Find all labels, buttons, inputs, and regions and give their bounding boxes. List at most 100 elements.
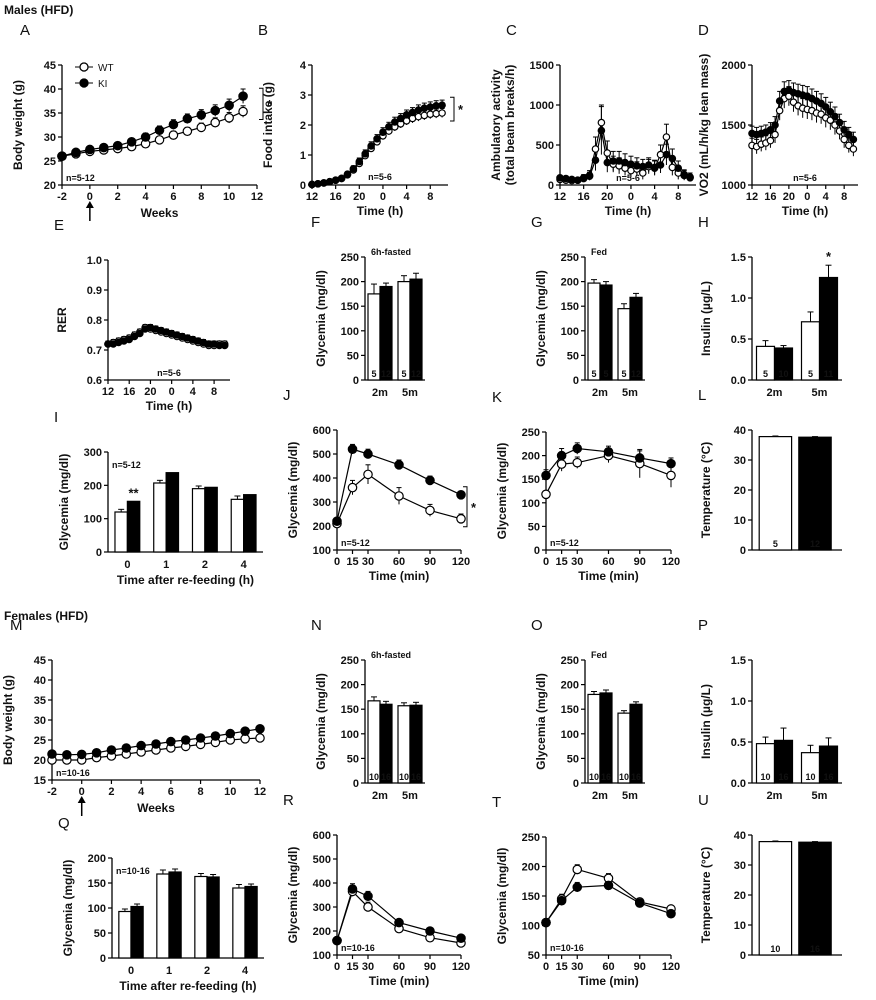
panel-d: D 1000 1500 2000 VO2 (mL/h/kg lean mass) n=5-…	[697, 22, 858, 218]
data-point-ki	[76, 749, 87, 760]
category-label: 4	[242, 965, 249, 977]
y-tick-label: 150	[88, 878, 106, 890]
y-tick-label: 100	[341, 326, 359, 338]
y-tick-label: 1500	[722, 120, 746, 132]
bar-ki	[165, 472, 180, 553]
panel-c: C 0 500 1000 1500 Ambulatory activity (total b…	[489, 22, 696, 218]
bar-wt	[118, 910, 132, 959]
series-line-ki	[336, 888, 462, 941]
bar-wt	[587, 693, 601, 784]
panel-h: H 0.0 0.5 1.0 1.5 Insulin (µg/L) 2m 5 10 5m 5 11 *	[698, 214, 842, 399]
data-point-wt	[591, 145, 600, 153]
data-point-wt	[196, 122, 207, 133]
significance-star: *	[458, 102, 464, 117]
bar-ki	[798, 841, 832, 956]
y-tick-label: 40	[734, 830, 746, 842]
y-tick-label: 15	[34, 775, 46, 787]
bar-count-label: 10	[770, 944, 780, 954]
y-tick-label: 100	[88, 903, 106, 915]
y-tick-label: 20	[44, 180, 56, 192]
bar-wt	[367, 293, 381, 381]
bar-ki	[206, 876, 220, 959]
y-tick-label: 300	[313, 902, 331, 914]
data-point-ki	[238, 91, 248, 101]
panel-n: N 0 50 100 150 200 250 Glycemia (mg/dl) 6h-faste…	[311, 617, 425, 802]
y-tick-label: 45	[44, 60, 56, 72]
data-point-wt	[603, 149, 612, 157]
n-label: n=5-6	[368, 172, 392, 182]
data-point-ki	[835, 118, 844, 127]
y-tick-label: 150	[341, 301, 359, 313]
data-point-ki	[674, 164, 683, 173]
data-point-ki	[180, 735, 191, 745]
data-point-ki	[603, 880, 614, 891]
bar-count-label: 10	[619, 772, 629, 782]
section-title-females: Females (HFD)	[4, 609, 88, 623]
data-point-wt	[238, 106, 248, 117]
n-label: n=5-6	[793, 173, 817, 183]
data-point-ki	[106, 745, 117, 755]
y-tick-label: 0	[740, 545, 746, 557]
y-tick-label: 0	[353, 375, 359, 387]
bar-count-label: 16	[601, 772, 611, 782]
x-tick-label: 4	[190, 386, 197, 398]
x-tick-label: 8	[198, 191, 204, 203]
panel-m: M 15 20 25 30 35 40 45 Body weight (g) n=10-16 -2 0…	[1, 617, 266, 816]
x-tick-label: 8	[427, 191, 433, 203]
data-point-ki	[634, 453, 645, 463]
x-tick-label: 4	[823, 191, 830, 203]
category-label: 0	[128, 965, 134, 977]
category-label: 2	[204, 965, 210, 977]
y-tick-label: 600	[313, 425, 331, 437]
bar-ki	[798, 436, 832, 551]
data-point-ki	[85, 144, 95, 155]
data-point-ki	[840, 126, 848, 134]
y-tick-label: 0	[353, 778, 359, 790]
y-tick-label: 1.5	[731, 655, 746, 667]
significance-star: **	[129, 485, 140, 500]
x-axis-label: Time (min)	[369, 974, 429, 988]
data-point-ki	[136, 329, 144, 338]
y-axis-label: Ambulatory activity	[489, 69, 503, 181]
y-tick-label: 100	[313, 545, 331, 557]
category-label: 5m	[402, 790, 418, 802]
data-point-wt	[666, 470, 676, 481]
y-tick-label: 40	[44, 84, 56, 96]
data-point-ki	[541, 470, 551, 481]
data-point-ki	[168, 119, 179, 130]
legend-label-ki: KI	[98, 79, 107, 90]
legend-label-wt: WT	[98, 63, 114, 74]
y-tick-label: 0	[573, 375, 579, 387]
x-tick-label: 30	[571, 556, 583, 568]
y-axis-label: Glycemia (mg/dl)	[57, 454, 71, 551]
y-tick-label: 25	[34, 735, 46, 747]
panel-p: P 0.0 0.5 1.0 1.5 Insulin (µg/L) 2m 10 16 5m 10 16	[698, 617, 842, 802]
data-point-ki	[585, 172, 594, 181]
y-tick-label: 500	[313, 854, 331, 866]
data-point-wt	[771, 130, 779, 139]
panel-e: E 0.6 0.7 0.8 0.9 1.0 RER n=5-6 12 16 20 0 4 8 Time (h…	[54, 217, 230, 413]
series-line-wt	[545, 454, 672, 495]
bar-ki	[204, 486, 218, 553]
series-line-wt	[336, 473, 462, 524]
y-tick-label: 1.0	[87, 255, 102, 267]
data-point-ki	[224, 100, 234, 111]
y-tick-label: 100	[84, 514, 102, 526]
data-point-wt	[394, 491, 404, 501]
y-tick-label: 50	[94, 928, 106, 940]
category-label: 5m	[622, 790, 638, 802]
n-label: n=10-16	[116, 866, 150, 876]
y-tick-label: 50	[528, 950, 540, 962]
x-tick-label: 120	[662, 961, 680, 973]
y-tick-label: 40	[734, 425, 746, 437]
y-tick-label: 250	[561, 252, 579, 264]
x-tick-label: 12	[746, 191, 758, 203]
data-point-ki	[255, 723, 265, 734]
x-tick-label: -2	[57, 191, 67, 203]
x-tick-label: 8	[211, 386, 217, 398]
category-label: 2m	[372, 790, 388, 802]
data-point-wt	[210, 117, 221, 128]
